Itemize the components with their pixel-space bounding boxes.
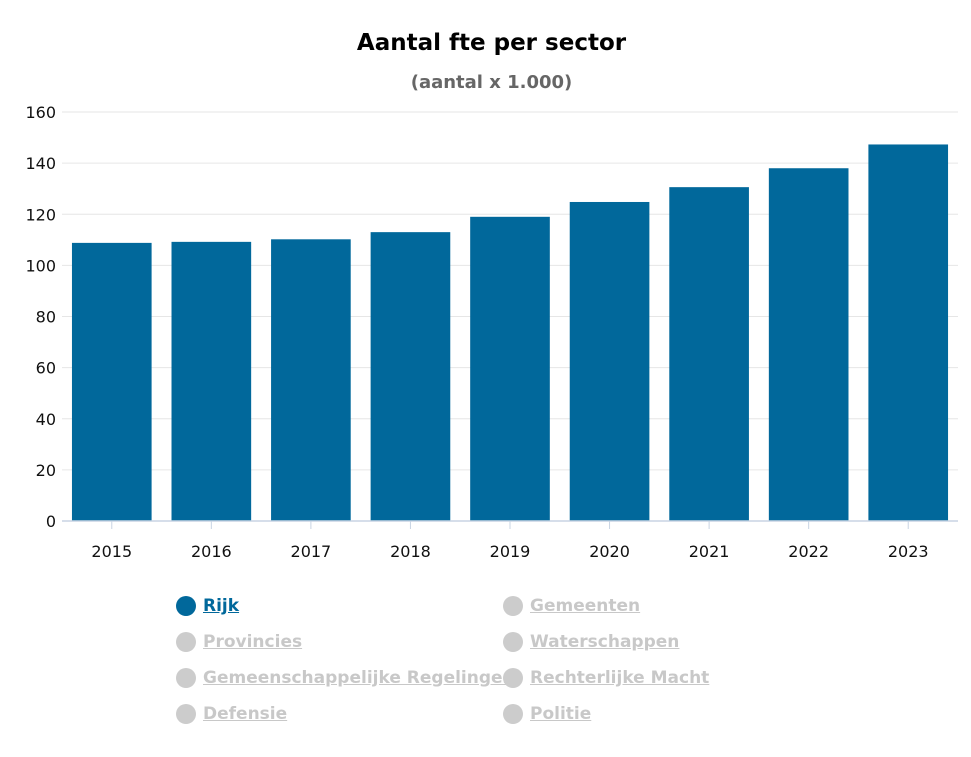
x-tick-label: 2016 bbox=[191, 542, 232, 561]
y-tick-label: 40 bbox=[36, 410, 56, 429]
bar-2022[interactable] bbox=[768, 168, 849, 522]
legend-marker-dot bbox=[176, 704, 196, 724]
x-tick-label: 2015 bbox=[91, 542, 132, 561]
legend-item-label: Provincies bbox=[203, 632, 303, 652]
legend-item-label: Defensie bbox=[203, 704, 288, 724]
y-tick-label: 100 bbox=[25, 256, 56, 275]
legend-marker-dot bbox=[503, 704, 523, 724]
bars bbox=[71, 144, 949, 522]
legend-item-defensie[interactable]: Defensie bbox=[176, 704, 287, 724]
x-tick-label: 2019 bbox=[490, 542, 531, 561]
legend-item-waterschappen[interactable]: Waterschappen bbox=[503, 632, 679, 652]
x-tick-label: 2023 bbox=[888, 542, 929, 561]
y-tick-label: 20 bbox=[36, 461, 56, 480]
legend-item-gemeenten[interactable]: Gemeenten bbox=[503, 596, 640, 616]
y-axis-tick-labels: 0 20 40 60 80 100 120 140 160 bbox=[25, 103, 56, 531]
y-tick-label: 80 bbox=[36, 308, 56, 327]
legend-item-label: Rechterlijke Macht bbox=[530, 668, 710, 688]
x-tick-label: 2022 bbox=[788, 542, 829, 561]
bar-2015[interactable] bbox=[71, 242, 152, 521]
x-tick-label: 2020 bbox=[589, 542, 630, 561]
y-tick-label: 140 bbox=[25, 154, 56, 173]
y-tick-label: 0 bbox=[46, 512, 56, 531]
chart-subtitle: (aantal x 1.000) bbox=[410, 72, 573, 93]
legend-item-gemeenschappelijke-regelingen[interactable]: Gemeenschappelijke Regelingen bbox=[176, 668, 515, 688]
legend-item-label: Gemeenten bbox=[530, 596, 641, 616]
x-tick-label: 2017 bbox=[291, 542, 332, 561]
legend-item-label: Gemeenschappelijke Regelingen bbox=[203, 668, 515, 688]
legend-marker-dot bbox=[503, 632, 523, 652]
bar-2021[interactable] bbox=[669, 187, 749, 521]
legend-item-provincies[interactable]: Provincies bbox=[176, 632, 302, 652]
x-tick-label: 2021 bbox=[689, 542, 730, 561]
bar-2016[interactable] bbox=[171, 241, 252, 522]
bar-2023[interactable] bbox=[868, 144, 949, 522]
bar-2020[interactable] bbox=[569, 201, 650, 522]
legend-item-label: Politie bbox=[530, 704, 592, 724]
legend-marker-dot bbox=[176, 668, 196, 688]
y-tick-label: 120 bbox=[25, 205, 56, 224]
x-axis-tick-labels: 2015 2016 2017 2018 2019 2020 2021 2022 2023 bbox=[91, 521, 929, 561]
bar-2018[interactable] bbox=[370, 232, 451, 522]
y-tick-label: 160 bbox=[25, 103, 56, 122]
legend-marker-dot bbox=[176, 596, 196, 616]
legend-marker-dot bbox=[503, 668, 523, 688]
chart-title: Aantal fte per sector bbox=[356, 30, 627, 56]
y-tick-label: 60 bbox=[36, 359, 56, 378]
legend-item-rijk[interactable]: Rijk bbox=[176, 596, 239, 616]
bar-2017[interactable] bbox=[271, 239, 351, 521]
legend-marker-dot bbox=[503, 596, 523, 616]
legend-marker-dot bbox=[176, 632, 196, 652]
legend-item-label: Rijk bbox=[203, 596, 240, 616]
legend-item-label: Waterschappen bbox=[530, 632, 680, 652]
x-tick-label: 2018 bbox=[390, 542, 431, 561]
bar-2019[interactable] bbox=[470, 216, 550, 521]
legend-item-politie[interactable]: Politie bbox=[503, 704, 591, 724]
legend-item-rechterlijke-macht[interactable]: Rechterlijke Macht bbox=[503, 668, 709, 688]
